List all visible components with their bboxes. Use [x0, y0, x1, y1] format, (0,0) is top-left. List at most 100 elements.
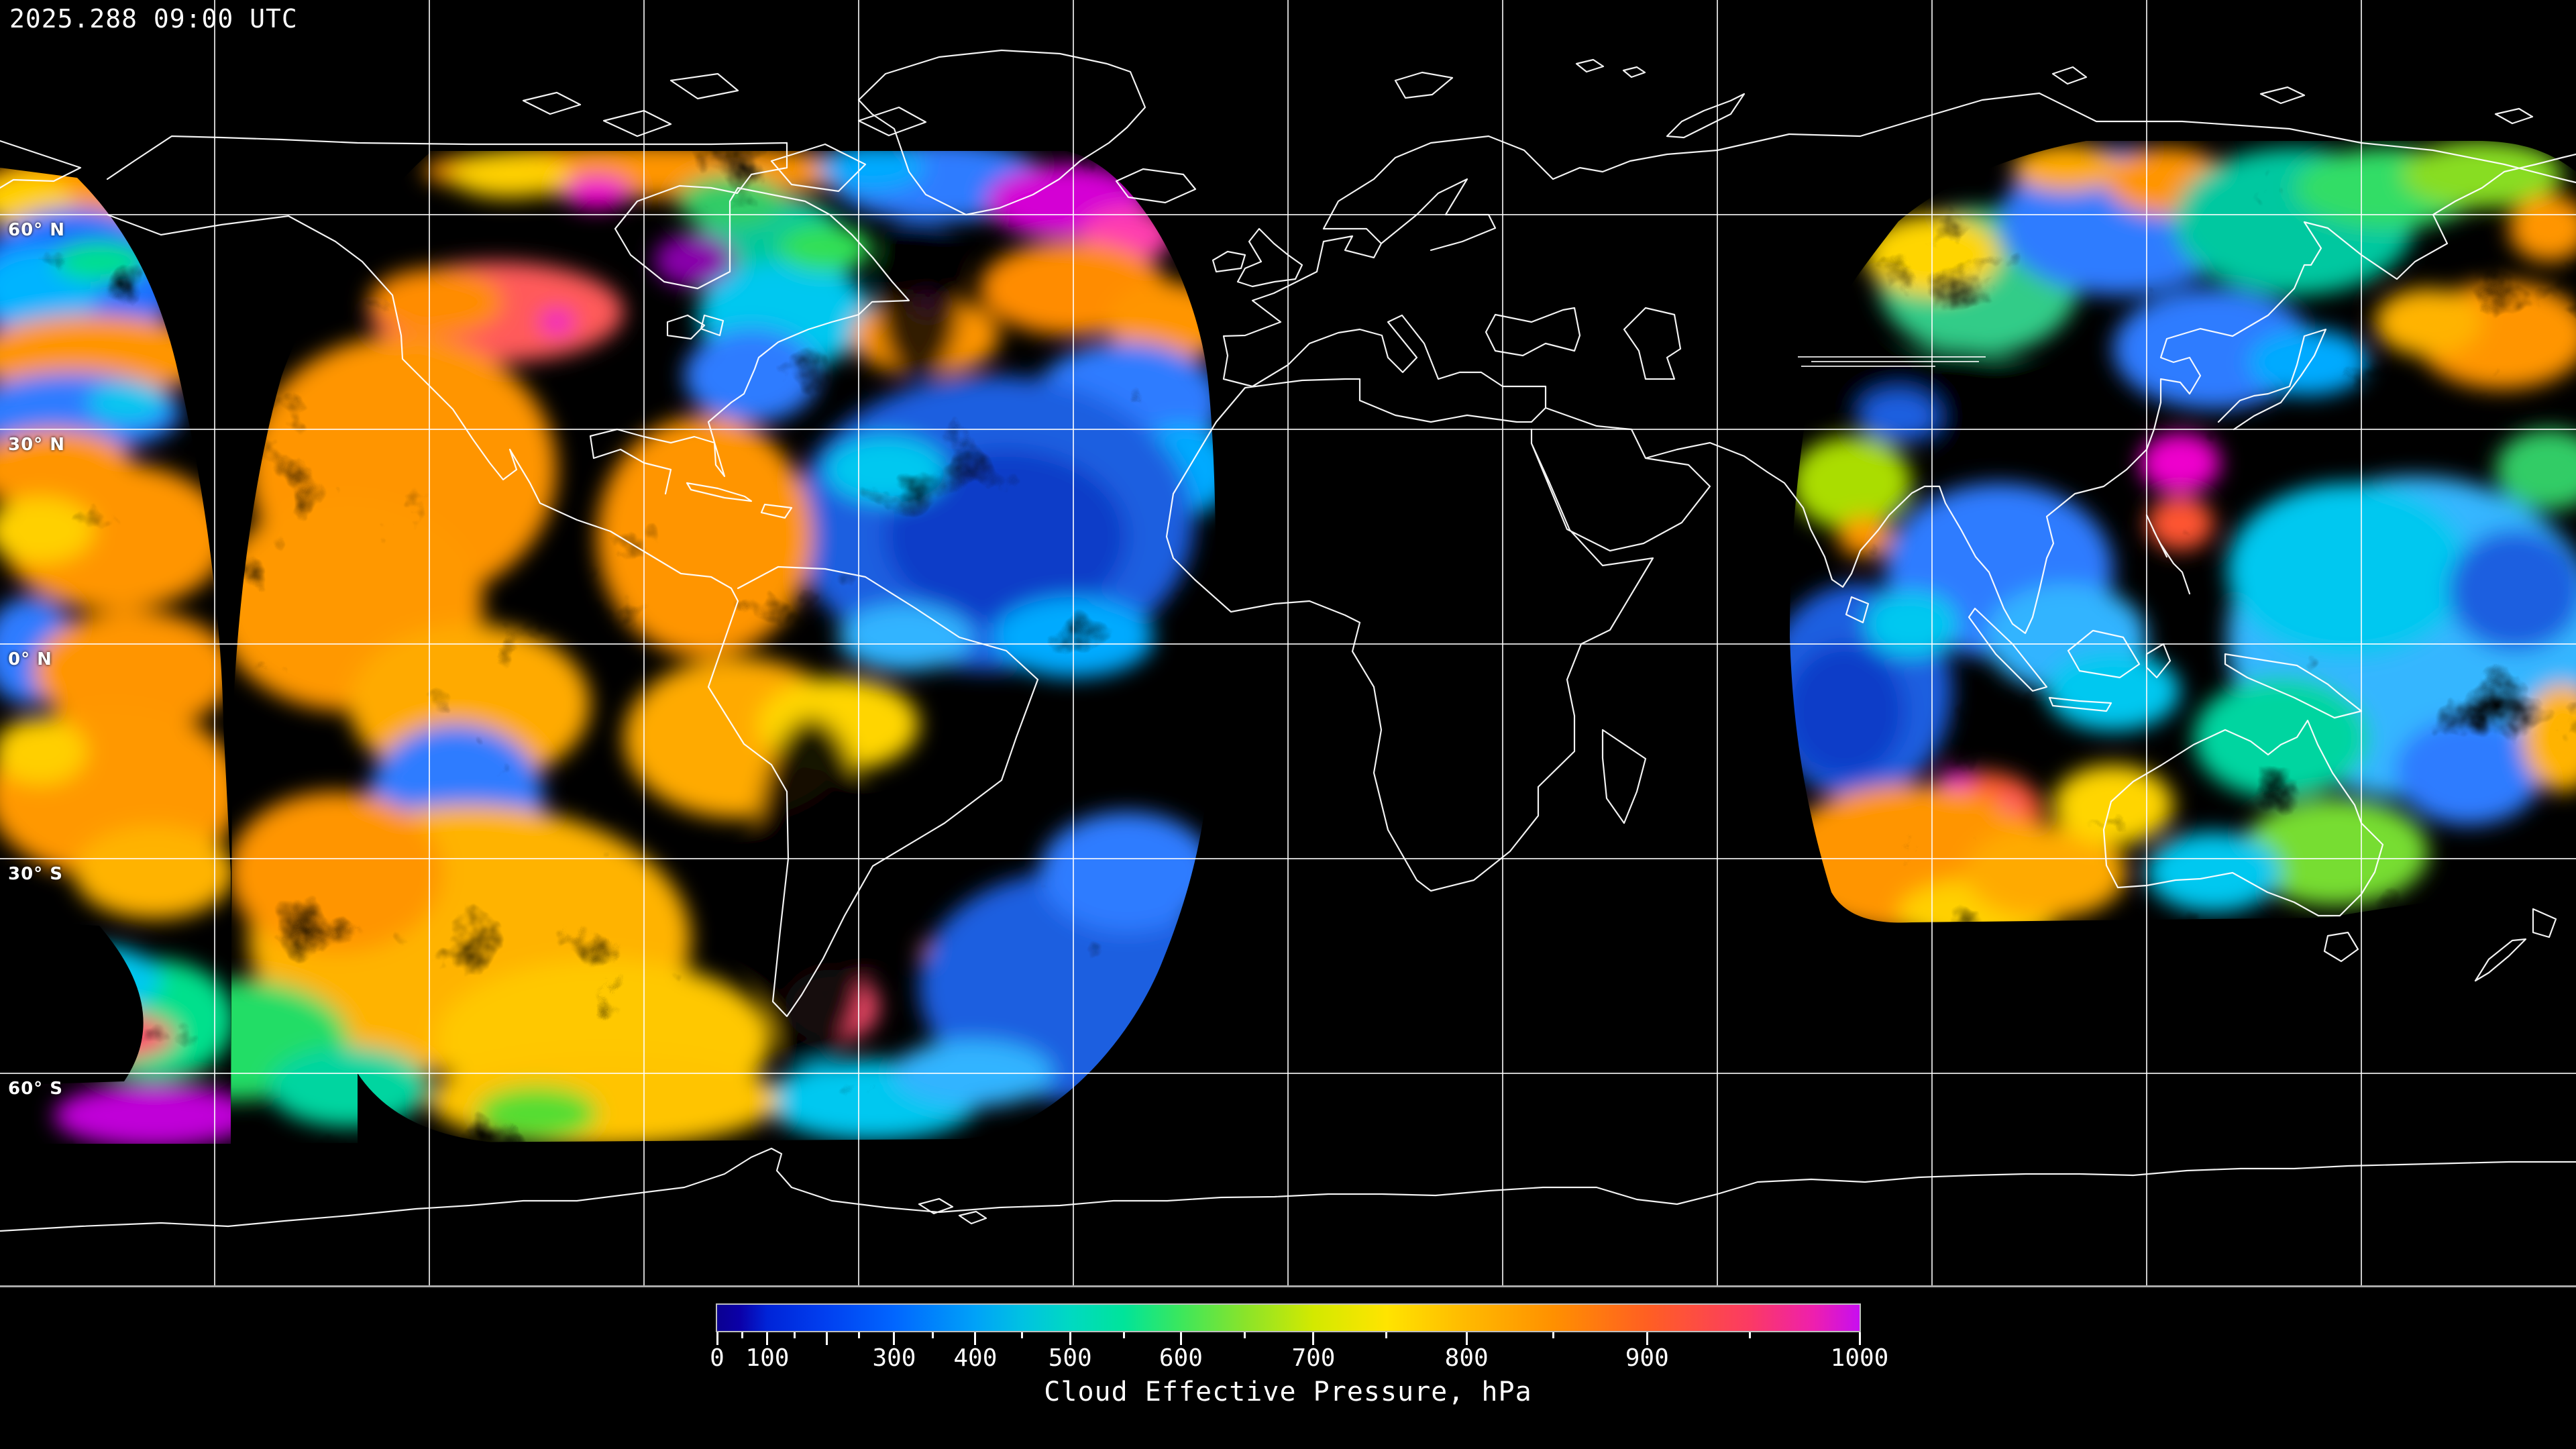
timestamp-label: 2025.288 09:00 UTC	[9, 4, 298, 34]
data-blob	[54, 241, 148, 282]
data-swath-left-main	[231, 151, 1216, 1144]
map-bottom-border	[0, 1285, 2576, 1287]
data-blob	[34, 610, 231, 731]
colorbar-tick-label: 400	[953, 1344, 998, 1372]
data-blob	[2147, 832, 2281, 912]
data-blob	[2147, 496, 2214, 550]
data-blob	[476, 1087, 597, 1140]
colorbar-tick	[1021, 1332, 1024, 1338]
data-blob	[0, 718, 87, 785]
data-blob	[2402, 141, 2563, 208]
data-blob	[1966, 825, 2127, 919]
colorbar-tick-label: 800	[1444, 1344, 1489, 1372]
coastlines	[0, 49, 2576, 1232]
data-blob	[449, 151, 570, 198]
colorbar-tick-label: 100	[745, 1344, 790, 1372]
data-blob	[87, 382, 168, 423]
data-blob	[231, 792, 443, 953]
swath-gap	[358, 1073, 513, 1144]
colorbar-tick-label: 1000	[1830, 1344, 1889, 1372]
data-blob	[2395, 718, 2542, 825]
swath-gap	[0, 920, 144, 1085]
colorbar-tick-label: 0	[710, 1344, 724, 1372]
data-blob	[0, 496, 94, 564]
data-blob	[2227, 483, 2469, 657]
data-blob	[540, 310, 574, 334]
colorbar-tick-label: 600	[1159, 1344, 1203, 1372]
data-blob	[564, 175, 631, 209]
colorbar-tick	[825, 1332, 828, 1345]
colorbar-legend: 0 100 300 400 500 600 700 800 900 1000 Cloud Effe…	[0, 1288, 2576, 1449]
data-blob	[597, 416, 812, 657]
data-blob	[1790, 644, 1905, 778]
data-blob	[429, 1053, 778, 1144]
data-blob	[2522, 684, 2576, 792]
colorbar-tick	[1465, 1332, 1468, 1345]
data-blob	[778, 225, 872, 272]
colorbar-tick	[1069, 1332, 1071, 1345]
data-blob	[2012, 144, 2120, 191]
colorbar-tick	[1646, 1332, 1648, 1345]
colorbar-tick-label: 700	[1291, 1344, 1336, 1372]
scanline	[1811, 361, 1979, 362]
data-blob	[54, 1083, 231, 1144]
colorbar-tick	[1179, 1332, 1182, 1345]
colorbar-tick	[893, 1332, 896, 1345]
data-blob	[1040, 812, 1214, 932]
colorbar-tick	[1858, 1332, 1861, 1345]
data-blob	[2496, 429, 2576, 510]
data-blob	[751, 718, 872, 1067]
colorbar-gradient	[717, 1305, 1860, 1331]
data-swath-right	[1790, 141, 2576, 923]
data-blob	[2241, 798, 2428, 906]
data-blob	[74, 825, 231, 919]
colorbar-tick	[794, 1332, 796, 1338]
data-blob	[839, 604, 973, 671]
latitude-label: 60° N	[8, 220, 65, 240]
latitude-label: 60° S	[8, 1079, 63, 1099]
data-blob	[825, 436, 946, 503]
coastline-path	[0, 49, 2576, 1232]
colorbar-tick	[1122, 1332, 1125, 1338]
latitude-label: 30° N	[8, 435, 65, 455]
colorbar-tick	[857, 1332, 860, 1338]
colorbar-tick-label: 900	[1625, 1344, 1669, 1372]
data-blob	[1791, 436, 1912, 530]
data-blob	[879, 218, 959, 379]
data-blob	[2375, 288, 2482, 356]
colorbar-tick-label: 300	[872, 1344, 916, 1372]
data-blob	[1865, 590, 1959, 657]
colorbar-tick	[1312, 1332, 1315, 1345]
colorbar-tick	[1749, 1332, 1751, 1338]
data-blob	[2449, 530, 2576, 651]
colorbar-tick	[741, 1332, 743, 1338]
data-blob	[654, 233, 735, 287]
data-blob	[2046, 651, 2180, 731]
colorbar-tick	[1385, 1332, 1388, 1338]
data-blob	[2247, 329, 2368, 396]
latitude-label: 30° S	[8, 864, 63, 884]
data-blob	[268, 1046, 429, 1127]
scanline-artifacts	[1798, 356, 1986, 367]
colorbar-tick	[716, 1332, 718, 1345]
data-blob	[369, 268, 503, 335]
data-blob	[1838, 517, 1892, 557]
data-blob	[2509, 195, 2576, 262]
scanline	[1801, 366, 1935, 367]
colorbar-tick	[766, 1332, 769, 1345]
data-blob	[678, 174, 785, 228]
swath-gap-cutouts	[0, 920, 513, 1144]
data-blob	[818, 151, 926, 191]
data-swath-left-edge	[0, 168, 231, 1144]
graticule	[0, 0, 2576, 1285]
colorbar-tick	[1244, 1332, 1246, 1338]
data-blob	[2140, 433, 2220, 493]
data-blob	[2194, 678, 2368, 798]
colorbar-tick-label: 500	[1048, 1344, 1092, 1372]
scanline	[1798, 356, 1986, 358]
colorbar-tick	[1552, 1332, 1555, 1338]
latitude-label: 0° N	[8, 649, 52, 669]
data-blob	[1858, 389, 1939, 443]
